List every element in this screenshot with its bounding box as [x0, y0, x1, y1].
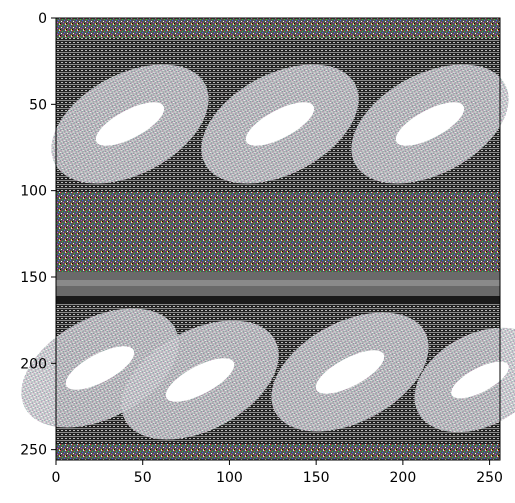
x-tick-label: 200 — [390, 470, 417, 486]
y-tick-label: 50 — [29, 97, 47, 113]
x-axis-ticks: 0 50 100 150 200 250 — [52, 460, 503, 486]
y-axis-ticks: 0 50 100 150 200 250 — [20, 11, 56, 459]
x-tick-label: 0 — [52, 470, 61, 486]
y-tick-label: 200 — [20, 356, 47, 372]
x-tick-label: 250 — [476, 470, 503, 486]
x-tick-label: 150 — [303, 470, 330, 486]
x-tick-label: 50 — [134, 470, 152, 486]
y-tick-label: 150 — [20, 270, 47, 286]
image-raster — [21, 18, 515, 460]
y-tick-label: 0 — [38, 11, 47, 27]
axes-frame — [55, 17, 501, 461]
capsule-row-top — [51, 64, 509, 184]
y-tick-label: 250 — [20, 443, 47, 459]
x-tick-label: 100 — [216, 470, 243, 486]
capsule-row-bottom — [21, 308, 515, 440]
y-tick-label: 100 — [20, 184, 47, 200]
